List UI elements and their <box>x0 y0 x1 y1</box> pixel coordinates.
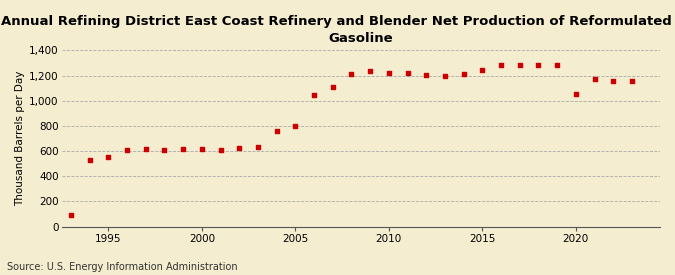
Point <box>159 148 170 152</box>
Point <box>570 92 581 96</box>
Point <box>439 73 450 78</box>
Point <box>327 85 338 89</box>
Title: Annual Refining District East Coast Refinery and Blender Net Production of Refor: Annual Refining District East Coast Refi… <box>1 15 675 45</box>
Point <box>402 71 413 75</box>
Point <box>458 72 469 76</box>
Point <box>533 63 544 67</box>
Point <box>215 148 226 152</box>
Y-axis label: Thousand Barrels per Day: Thousand Barrels per Day <box>15 71 25 206</box>
Point <box>290 124 301 129</box>
Point <box>589 77 600 81</box>
Point <box>271 129 282 133</box>
Point <box>103 155 113 159</box>
Point <box>551 63 562 67</box>
Point <box>514 63 525 67</box>
Point <box>346 72 357 76</box>
Point <box>477 68 488 72</box>
Point <box>383 71 394 75</box>
Point <box>252 144 263 149</box>
Point <box>140 147 151 151</box>
Point <box>626 79 637 83</box>
Point <box>364 69 375 73</box>
Point <box>84 158 95 162</box>
Point <box>178 146 188 151</box>
Point <box>196 147 207 151</box>
Text: Source: U.S. Energy Information Administration: Source: U.S. Energy Information Administ… <box>7 262 238 272</box>
Point <box>421 73 431 77</box>
Point <box>608 79 619 83</box>
Point <box>308 93 319 97</box>
Point <box>495 63 506 67</box>
Point <box>65 213 76 218</box>
Point <box>122 148 132 152</box>
Point <box>234 146 244 150</box>
